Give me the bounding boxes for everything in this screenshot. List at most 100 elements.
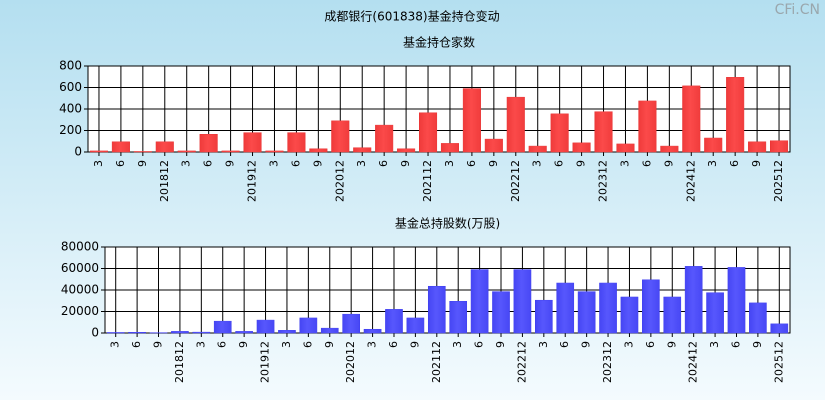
x-tick-label: 3	[451, 341, 464, 348]
x-tick-label: 3	[618, 160, 631, 167]
bar-shade	[112, 141, 130, 152]
y-tick-label: 200	[59, 123, 82, 137]
x-tick-label: 6	[640, 160, 653, 167]
x-tick-label: 3	[708, 341, 721, 348]
x-tick-label: 9	[575, 160, 588, 167]
bar-shade	[682, 85, 701, 152]
x-tick-label: 202312	[601, 341, 614, 383]
x-tick-label: 201812	[173, 341, 186, 383]
x-tick-label: 6	[377, 160, 390, 167]
x-tick-label: 201912	[246, 160, 259, 202]
x-tick-label: 6	[130, 341, 143, 348]
y-tick-label: 0	[91, 326, 99, 340]
bar-shade	[572, 142, 591, 152]
bar-shade	[616, 143, 635, 152]
x-tick-label: 202012	[333, 160, 346, 202]
x-tick-label: 3	[280, 341, 293, 348]
bar-shade	[171, 331, 189, 333]
x-tick-label: 9	[580, 341, 593, 348]
bar-shade	[353, 147, 371, 152]
bar-shade	[265, 150, 284, 152]
bar-shade	[214, 321, 232, 333]
bar-shade	[385, 309, 403, 333]
y-tick-label: 800	[59, 59, 82, 73]
x-tick-label: 9	[665, 341, 678, 348]
bar-shade	[528, 146, 547, 152]
bar-shade	[128, 332, 146, 333]
x-tick-label: 3	[531, 160, 544, 167]
bar-shade	[192, 332, 210, 333]
bar-shade	[726, 77, 744, 152]
subplot-title: 基金总持股数(万股)	[395, 216, 500, 231]
x-tick-label: 6	[301, 341, 314, 348]
bar-shade	[463, 88, 481, 152]
bar-shade	[594, 111, 613, 152]
bar-shade	[406, 317, 424, 333]
x-tick-label: 9	[751, 341, 764, 348]
x-tick-label: 9	[136, 160, 149, 167]
bar-shade	[321, 328, 339, 333]
x-tick-label: 9	[323, 341, 336, 348]
x-tick-label: 3	[194, 341, 207, 348]
x-tick-label: 202412	[684, 160, 697, 202]
chart-title: 成都银行(601838)基金持仓变动	[324, 9, 499, 24]
x-tick-label: 202112	[421, 160, 434, 202]
bar-shade	[550, 113, 569, 152]
bar-shade	[299, 317, 317, 333]
x-tick-label: 9	[237, 341, 250, 348]
bar-shade	[660, 146, 679, 152]
x-tick-label: 6	[289, 160, 302, 167]
x-tick-label: 3	[366, 341, 379, 348]
bar-shade	[177, 150, 196, 152]
bar-shade	[471, 269, 489, 333]
bar-shade	[642, 279, 660, 333]
bar-shade	[199, 134, 218, 152]
x-tick-label: 3	[443, 160, 456, 167]
x-tick-label: 9	[662, 160, 675, 167]
x-tick-label: 202012	[344, 341, 357, 383]
bar-shade	[419, 112, 437, 152]
bar-shade	[221, 150, 240, 152]
bar-shade	[770, 323, 788, 333]
bar-shade	[513, 269, 531, 333]
bar-shade	[107, 332, 125, 333]
x-tick-label: 202212	[515, 341, 528, 383]
bar-shade	[156, 141, 174, 152]
x-tick-label: 202312	[597, 160, 610, 202]
x-tick-label: 201912	[259, 341, 272, 383]
x-tick-label: 9	[408, 341, 421, 348]
bar-shade	[685, 266, 703, 333]
bar-shade	[256, 320, 275, 333]
bar-shade	[727, 267, 746, 333]
bar-shade	[706, 292, 724, 333]
bar-shade	[428, 286, 446, 333]
x-tick-label: 201812	[158, 160, 171, 202]
x-tick-label: 9	[399, 160, 412, 167]
bar-shade	[134, 151, 152, 152]
x-tick-label: 3	[109, 341, 122, 348]
x-tick-label: 6	[216, 341, 229, 348]
x-tick-label: 202212	[509, 160, 522, 202]
x-tick-label: 6	[473, 341, 486, 348]
x-tick-label: 6	[729, 341, 742, 348]
x-tick-label: 6	[114, 160, 127, 167]
x-tick-label: 6	[465, 160, 478, 167]
bar-shade	[309, 148, 328, 152]
subplot-title: 基金持仓家数	[403, 35, 475, 50]
y-tick-label: 40000	[61, 283, 99, 297]
y-tick-label: 20000	[61, 304, 99, 318]
bar-shade	[90, 150, 108, 152]
bar-shade	[397, 148, 415, 152]
bar-shade	[704, 138, 722, 152]
y-tick-label: 60000	[61, 261, 99, 275]
x-tick-label: 3	[355, 160, 368, 167]
bar-shade	[342, 314, 360, 333]
x-tick-label: 9	[152, 341, 165, 348]
bar-shade	[287, 132, 306, 152]
x-tick-label: 202412	[687, 341, 700, 383]
bar-shade	[243, 132, 262, 152]
bar-shade	[599, 283, 617, 333]
x-tick-label: 6	[553, 160, 566, 167]
